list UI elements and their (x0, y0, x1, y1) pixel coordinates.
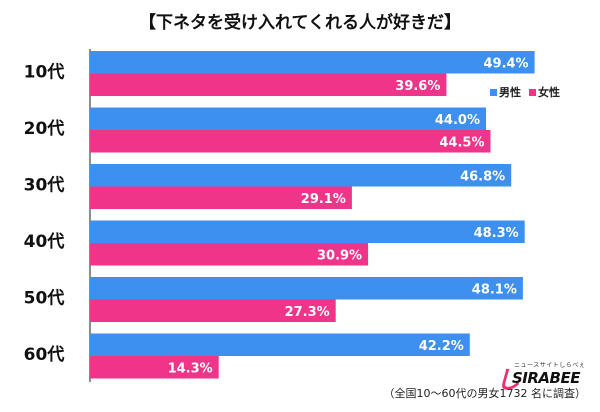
chart-title: 【下ネタを受け入れてくれる人が好きだ】 (139, 13, 461, 33)
legend-label-male: 男性 (499, 86, 521, 99)
data-label-female: 39.6% (395, 79, 440, 94)
category-label: 20代 (24, 118, 65, 139)
data-label-male: 48.3% (474, 226, 519, 241)
logo-mark: し (496, 365, 520, 394)
legend-label-female: 女性 (538, 86, 560, 99)
legend-item-female: 女性 (529, 84, 560, 100)
logo-name: SIRABEE (512, 369, 580, 387)
bar-female (90, 186, 352, 209)
bar-female (90, 243, 369, 266)
category-label: 10代 (24, 62, 65, 83)
survey-footnote: （全国10～60代の男女1732 名に調査） (383, 387, 586, 400)
bar-male (90, 107, 486, 130)
data-label-male: 42.2% (419, 339, 464, 354)
bar-male (90, 333, 470, 356)
data-label-male: 44.0% (435, 113, 480, 128)
data-label-female: 27.3% (285, 305, 330, 320)
category-label: 50代 (24, 288, 65, 309)
logo-tagline: ニュースサイトしらべぇ (514, 362, 586, 369)
data-label-female: 44.5% (439, 135, 484, 150)
legend-swatch-male (490, 88, 497, 96)
category-label: 40代 (24, 231, 65, 252)
bar-male (90, 220, 525, 243)
category-label: 30代 (24, 175, 65, 196)
bar-male (90, 164, 512, 187)
bar-female (90, 356, 219, 379)
bar-female (90, 299, 336, 322)
bar-female (90, 73, 447, 96)
data-label-male: 49.4% (483, 56, 528, 71)
category-label: 60代 (24, 344, 65, 365)
bar-female (90, 130, 491, 153)
data-label-female: 29.1% (301, 192, 346, 207)
bar-male (90, 51, 535, 74)
data-label-male: 48.1% (472, 282, 517, 297)
data-label-female: 30.9% (317, 248, 362, 263)
legend-item-male: 男性 (490, 84, 521, 100)
bar-male (90, 277, 523, 300)
data-label-male: 46.8% (460, 169, 505, 184)
data-label-female: 14.3% (168, 361, 213, 376)
legend-swatch-female (529, 88, 536, 96)
sirabee-logo: し ニュースサイトしらべぇ SIRABEE (496, 358, 588, 394)
legend: 男性 女性 (486, 82, 582, 102)
